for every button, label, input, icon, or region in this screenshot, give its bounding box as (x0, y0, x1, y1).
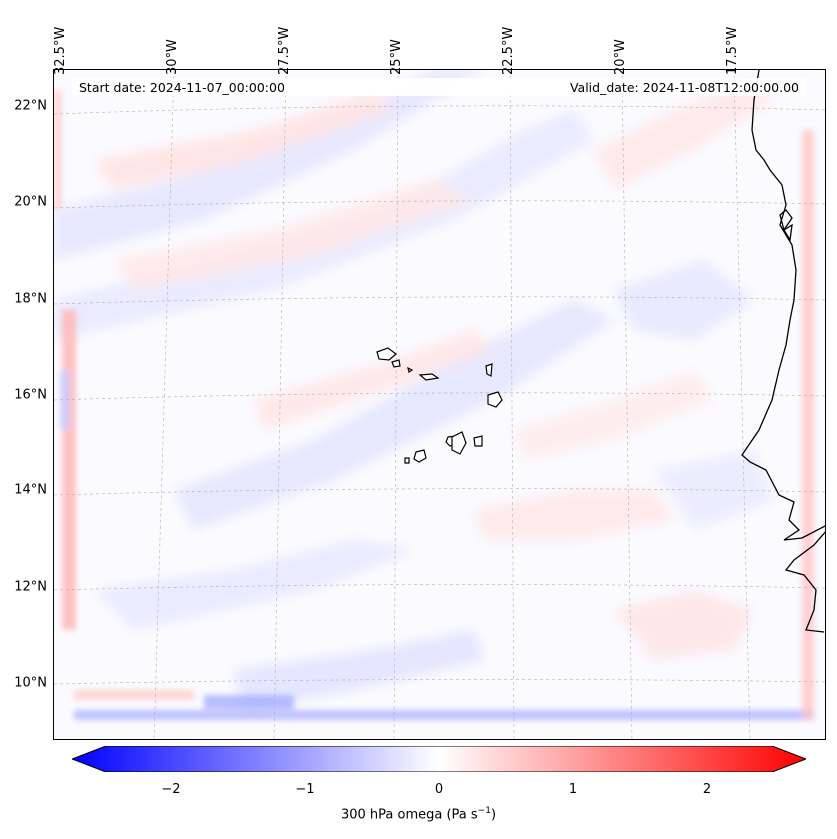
lon-label-25w: 25°W (389, 39, 404, 75)
lon-label-32-5w: 32.5°W (53, 26, 68, 75)
lat-label-10n: 10°N (14, 675, 47, 691)
lat-label-12n: 12°N (14, 579, 47, 595)
lat-label-14n: 14°N (14, 482, 47, 498)
colorbar-tick-1: 1 (568, 782, 578, 797)
omega-contours (54, 70, 774, 710)
colorbar-label-main: 300 hPa omega (Pa s (340, 807, 478, 823)
lon-label-17-5w: 17.5°W (725, 26, 740, 75)
colorbar-tick-2: 2 (702, 782, 712, 797)
lon-label-30w: 30°W (165, 39, 180, 75)
lat-label-16n: 16°N (14, 387, 47, 403)
map-panel: Start date: 2024-11-07_00:00:00 Valid_da… (53, 69, 826, 740)
lon-label-27-5w: 27.5°W (277, 26, 292, 75)
lat-label-22n: 22°N (14, 98, 47, 114)
boundary-artifacts (54, 90, 814, 720)
lon-label-22-5w: 22.5°W (501, 26, 516, 75)
cape-verde-islands (376, 347, 503, 464)
date-info-box: Start date: 2024-11-07_00:00:00 Valid_da… (72, 78, 806, 96)
colorbar-label: 300 hPa omega (Pa s−1) (0, 806, 837, 822)
colorbar (72, 746, 806, 772)
colorbar-tick-neg1: −1 (295, 782, 315, 797)
gridlines (54, 70, 825, 739)
colorbar-tick-0: 0 (434, 782, 444, 797)
lat-label-18n: 18°N (14, 291, 47, 307)
valid-date-text: Valid_date: 2024-11-08T12:00:00.00 (569, 80, 799, 95)
lat-label-20n: 20°N (14, 194, 47, 210)
colorbar-label-close: ) (490, 807, 497, 823)
start-date-text: Start date: 2024-11-07_00:00:00 (79, 80, 285, 95)
lon-label-20w: 20°W (613, 39, 628, 75)
colorbar-label-exponent: −1 (477, 806, 491, 816)
coastline (741, 70, 825, 633)
omega-field (54, 70, 825, 739)
colorbar-tick-neg2: −2 (161, 782, 181, 797)
